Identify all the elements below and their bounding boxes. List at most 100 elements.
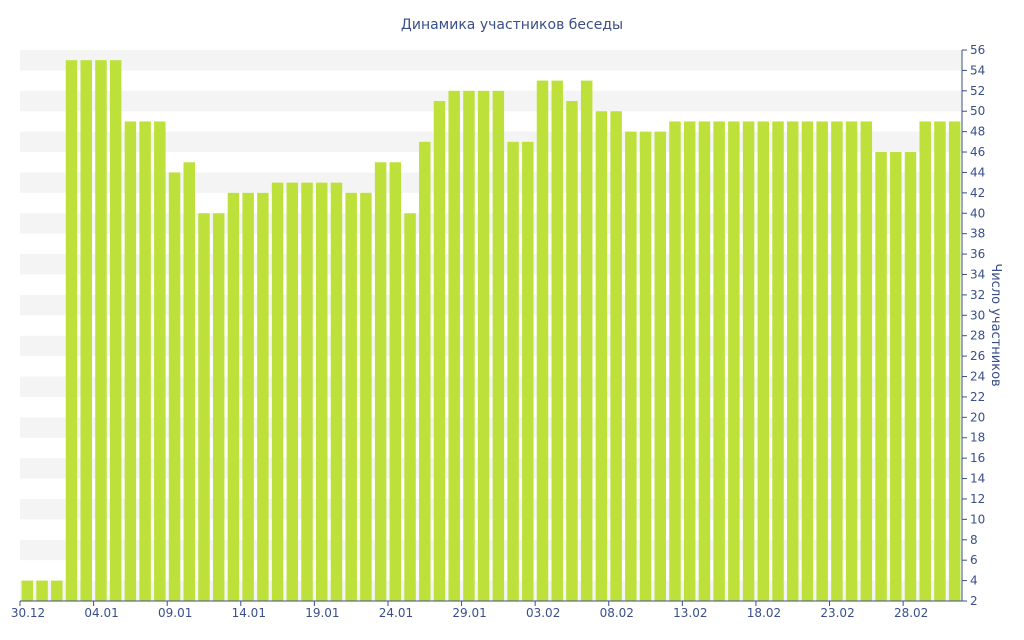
bar xyxy=(713,121,725,601)
bar xyxy=(419,141,431,602)
bar xyxy=(728,121,740,601)
grid-band xyxy=(20,376,962,397)
bar xyxy=(389,162,402,602)
grid-band xyxy=(20,90,962,112)
grid-band xyxy=(20,213,962,234)
grid-band xyxy=(20,131,962,153)
bar xyxy=(212,213,225,601)
grid-band xyxy=(20,417,962,438)
bar xyxy=(919,121,931,601)
bar xyxy=(36,580,48,601)
x-tick-label: 14.01 xyxy=(232,606,266,620)
bar xyxy=(227,192,240,601)
y-tick-label: 10 xyxy=(970,512,985,526)
bar xyxy=(345,192,357,601)
bar xyxy=(65,60,78,601)
y-tick-label: 26 xyxy=(970,349,985,363)
bar xyxy=(786,121,799,601)
y-tick-label: 6 xyxy=(970,553,978,567)
x-tick-label: 03.02 xyxy=(526,606,560,620)
y-tick-label: 40 xyxy=(970,206,985,220)
bar xyxy=(610,111,622,601)
bar xyxy=(183,162,196,602)
y-tick-label: 20 xyxy=(970,410,985,424)
bar xyxy=(934,121,946,601)
bar xyxy=(860,121,873,601)
y-tick-label: 36 xyxy=(970,247,985,261)
y-tick-label: 24 xyxy=(970,370,985,384)
bars xyxy=(21,60,961,602)
bar xyxy=(639,131,652,601)
bar xyxy=(154,121,166,601)
y-tick-label: 50 xyxy=(970,104,985,118)
bar xyxy=(330,182,343,602)
bar xyxy=(831,121,843,601)
x-tick-label: 18.02 xyxy=(747,606,781,620)
x-tick-label: 08.02 xyxy=(600,606,634,620)
bar xyxy=(816,121,828,601)
y-tick-label: 18 xyxy=(970,431,985,445)
y-tick-label: 28 xyxy=(970,329,985,343)
bar xyxy=(654,131,667,601)
bar xyxy=(242,192,254,601)
chart-title: Динамика участников беседы xyxy=(401,17,623,33)
bar xyxy=(95,60,107,601)
x-ticks: 30.12 04.01 09.01 14.01 19.01 24.01 29.01 03.02… xyxy=(11,601,928,620)
bar xyxy=(507,141,519,602)
y-tick-label: 34 xyxy=(970,267,985,281)
y-tick-label: 16 xyxy=(970,451,985,465)
bar xyxy=(374,162,387,602)
grid-band xyxy=(20,172,962,193)
y-tick-label: 38 xyxy=(970,227,985,241)
grid-bands xyxy=(20,50,962,601)
y-tick-label: 2 xyxy=(970,594,978,608)
bar xyxy=(286,182,299,602)
bar xyxy=(404,213,416,601)
bar xyxy=(698,121,711,601)
bar xyxy=(580,80,593,602)
bar xyxy=(109,60,122,601)
x-tick-label: 13.02 xyxy=(673,606,707,620)
bar xyxy=(433,101,446,601)
grid-band xyxy=(20,335,962,357)
bar xyxy=(595,111,608,601)
y-tick-label: 8 xyxy=(970,533,978,547)
y-tick-label: 48 xyxy=(970,125,985,139)
bar xyxy=(551,80,563,602)
bar xyxy=(301,182,313,602)
x-tick-label: 28.02 xyxy=(894,606,928,620)
bar xyxy=(463,90,475,601)
bar xyxy=(477,90,490,601)
bar xyxy=(360,192,372,601)
grid-band xyxy=(20,294,962,316)
bar xyxy=(315,182,328,602)
x-tick-label: 04.01 xyxy=(84,606,118,620)
x-tick-label: 23.02 xyxy=(820,606,854,620)
bar xyxy=(757,121,770,601)
x-tick-label: 09.01 xyxy=(158,606,192,620)
bar xyxy=(801,121,814,601)
bar xyxy=(904,152,917,601)
x-tick-label: 29.01 xyxy=(452,606,486,620)
bar xyxy=(80,60,92,601)
bar xyxy=(168,172,181,601)
bar xyxy=(139,121,151,601)
bar xyxy=(492,90,505,601)
y-tick-label: 12 xyxy=(970,492,985,506)
bar xyxy=(257,192,269,601)
x-tick-label: 24.01 xyxy=(379,606,413,620)
grid-band xyxy=(20,580,962,601)
y-tick-label: 14 xyxy=(970,472,985,486)
grid-band xyxy=(20,254,962,275)
y-tick-label: 56 xyxy=(970,43,985,57)
x-tick-label: 19.01 xyxy=(305,606,339,620)
y-tick-label: 30 xyxy=(970,308,985,322)
grid-band xyxy=(20,498,962,520)
y-tick-label: 4 xyxy=(970,574,978,588)
y-tick-label: 46 xyxy=(970,145,985,159)
bar xyxy=(536,80,549,602)
x-tick-label: 30.12 xyxy=(11,606,45,620)
bar xyxy=(51,580,63,601)
bar xyxy=(669,121,681,601)
y-tick-label: 22 xyxy=(970,390,985,404)
